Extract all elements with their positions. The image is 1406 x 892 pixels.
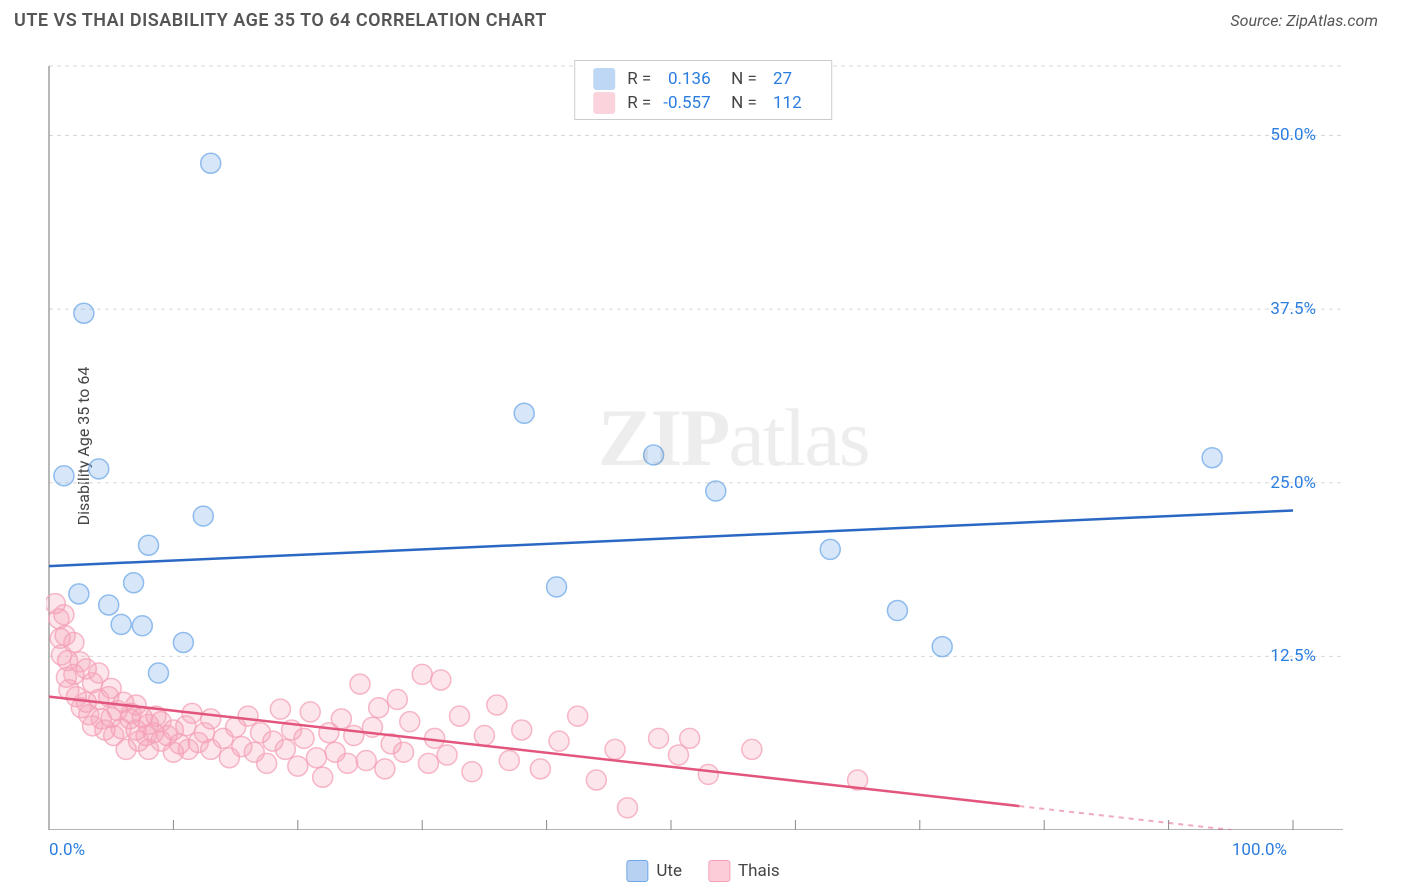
legend-n-label: N =: [717, 91, 763, 115]
data-point: [300, 702, 320, 722]
data-point: [89, 459, 109, 479]
data-point: [400, 712, 420, 732]
data-point: [132, 616, 152, 636]
data-point: [487, 695, 507, 715]
data-point: [54, 466, 74, 486]
data-point: [275, 739, 295, 759]
data-point: [350, 674, 370, 694]
legend-item: Thais: [708, 860, 780, 882]
legend-n-label: N =: [717, 67, 763, 91]
data-point: [331, 709, 351, 729]
data-point: [344, 726, 364, 746]
legend-swatch: [626, 860, 648, 882]
data-point: [270, 699, 290, 719]
data-point: [356, 751, 376, 771]
data-point: [394, 742, 414, 762]
data-point: [338, 753, 358, 773]
x-tick-label: 0.0%: [49, 840, 85, 860]
data-point: [124, 573, 144, 593]
data-point: [547, 577, 567, 597]
data-point: [201, 709, 221, 729]
data-point: [887, 601, 907, 621]
y-tick-label: 50.0%: [1270, 125, 1316, 145]
data-point: [605, 739, 625, 759]
data-point: [369, 698, 389, 718]
data-point: [288, 756, 308, 776]
legend-n-value: 112: [763, 91, 817, 115]
data-point: [680, 728, 700, 748]
chart-source: Source: ZipAtlas.com: [1230, 11, 1378, 30]
data-point: [742, 739, 762, 759]
correlation-legend: R =0.136 N = 27R =-0.557 N = 112: [574, 60, 832, 120]
data-point: [412, 664, 432, 684]
legend-n-value: 27: [763, 67, 817, 91]
data-point: [820, 539, 840, 559]
regression-line: [49, 511, 1293, 567]
legend-row: R =0.136 N = 27: [587, 67, 817, 91]
data-point: [201, 153, 221, 173]
legend-r-label: R =: [621, 67, 657, 91]
data-point: [706, 481, 726, 501]
data-point: [698, 764, 718, 784]
data-point: [1202, 448, 1222, 468]
data-point: [437, 745, 457, 765]
legend-row: R =-0.557 N = 112: [587, 91, 817, 115]
scatter-plot: [46, 58, 1346, 830]
data-point: [54, 605, 74, 625]
data-point: [69, 584, 89, 604]
data-point: [64, 632, 84, 652]
data-point: [586, 770, 606, 790]
data-point: [74, 303, 94, 323]
chart-area: 12.5%25.0%37.5%50.0%0.0%100.0%: [46, 58, 1346, 830]
data-point: [431, 670, 451, 690]
data-point: [474, 726, 494, 746]
data-point: [306, 748, 326, 768]
legend-label: Thais: [738, 861, 780, 881]
data-point: [568, 706, 588, 726]
data-point: [111, 614, 131, 634]
data-point: [294, 728, 314, 748]
legend-r-label: R =: [621, 91, 657, 115]
data-point: [387, 689, 407, 709]
legend-swatch: [708, 860, 730, 882]
legend-item: Ute: [626, 860, 682, 882]
data-point: [499, 751, 519, 771]
data-point: [932, 637, 952, 657]
data-point: [512, 720, 532, 740]
legend-label: Ute: [656, 861, 682, 881]
data-point: [193, 506, 213, 526]
data-point: [450, 706, 470, 726]
legend-swatch: [593, 68, 615, 90]
data-point: [549, 731, 569, 751]
data-point: [313, 767, 333, 787]
legend-r-value: 0.136: [657, 67, 716, 91]
y-tick-label: 12.5%: [1270, 646, 1316, 666]
series-legend: Ute Thais: [626, 860, 779, 882]
chart-title: UTE VS THAI DISABILITY AGE 35 TO 64 CORR…: [14, 10, 547, 31]
data-point: [418, 753, 438, 773]
data-point: [462, 762, 482, 782]
x-tick-label: 100.0%: [1232, 840, 1287, 860]
legend-swatch: [593, 92, 615, 114]
regression-line-extrapolated: [1019, 806, 1231, 830]
data-point: [148, 663, 168, 683]
data-point: [514, 403, 534, 423]
y-tick-label: 25.0%: [1270, 473, 1316, 493]
data-point: [139, 535, 159, 555]
legend-table: R =0.136 N = 27R =-0.557 N = 112: [587, 67, 817, 115]
data-point: [257, 753, 277, 773]
data-point: [173, 632, 193, 652]
y-tick-label: 37.5%: [1270, 299, 1316, 319]
data-point: [99, 595, 119, 615]
data-point: [375, 759, 395, 779]
data-point: [644, 445, 664, 465]
data-point: [649, 728, 669, 748]
chart-header: UTE VS THAI DISABILITY AGE 35 TO 64 CORR…: [0, 0, 1406, 37]
data-point: [530, 759, 550, 779]
data-point: [617, 798, 637, 818]
legend-r-value: -0.557: [657, 91, 716, 115]
data-point: [238, 706, 258, 726]
